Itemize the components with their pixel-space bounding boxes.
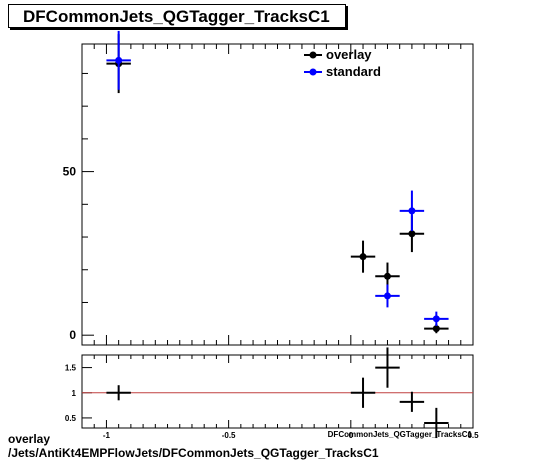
chart-title: DFCommonJets_QGTagger_TracksC1 (8, 4, 346, 28)
ratio-y-tick-label: 1.5 (65, 364, 77, 373)
ratio-x-tick-label: -0.5 (222, 431, 236, 440)
ratio-x-tick-label: 0 (349, 431, 354, 440)
footer-line-2: /Jets/AntiKt4EMPFlowJets/DFCommonJets_QG… (8, 446, 379, 460)
point-overlay (432, 325, 440, 333)
point-overlay (383, 272, 391, 280)
point-standard (432, 315, 440, 323)
ratio-x-tick-label: 0.5 (467, 431, 479, 440)
ratio-axis-ticks: 0.5 1 1.5 -1 -0.5 0 0.5 (65, 355, 479, 440)
main-data-marks (106, 30, 449, 334)
main-y-tick-label: 50 (63, 165, 77, 179)
ratio-y-tick-label: 0.5 (65, 414, 77, 423)
legend-marker (309, 68, 317, 76)
ratio-y-tick-label: 1 (72, 389, 77, 398)
ratio-x-tick-label: -1 (103, 431, 111, 440)
point-standard (115, 56, 123, 64)
footer-line-1: overlay (8, 432, 51, 446)
x-axis-label: DFCommonJets_QGTagger_TracksC1 (328, 430, 473, 439)
point-overlay (359, 253, 367, 261)
main-panel-frame (81, 43, 474, 346)
main-y-tick-label: 0 (69, 328, 76, 342)
legend-marker (309, 51, 317, 59)
point-overlay (408, 230, 416, 238)
ratio-data-marks (82, 347, 473, 439)
ratio-panel-frame (81, 354, 474, 429)
legend-label-overlay: overlay (326, 47, 372, 62)
legend: overlay standard (304, 47, 381, 79)
point-standard (383, 292, 391, 300)
legend-label-standard: standard (326, 64, 381, 79)
point-standard (408, 207, 416, 215)
